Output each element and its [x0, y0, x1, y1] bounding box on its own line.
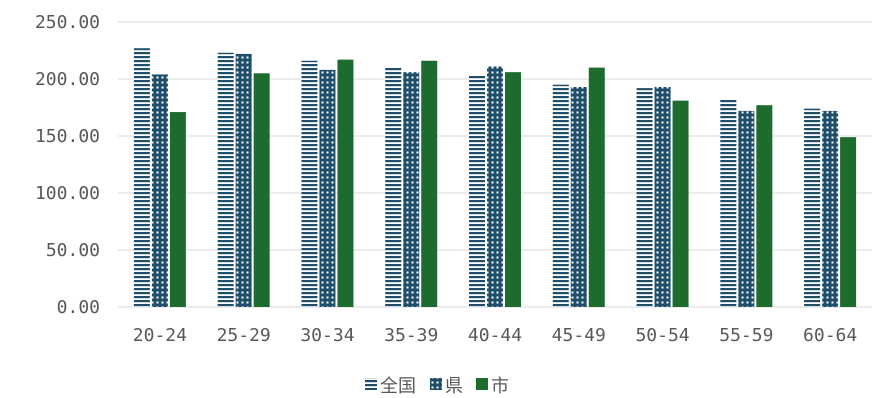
y-tick-label: 100.00	[35, 183, 100, 204]
bar-dotted-40-44	[487, 66, 503, 308]
bar-horizontal-stripes-30-34	[301, 60, 318, 308]
y-tick-label: 0.00	[57, 297, 100, 318]
bar-solid-40-44	[505, 72, 521, 307]
bar-horizontal-stripes-40-44	[469, 75, 485, 307]
y-axis-ticks: 0.00 50.00 100.00 150.00 200.00 250.00	[35, 12, 100, 318]
x-tick-label: 45-49	[552, 325, 606, 346]
bar-solid-60-64	[840, 137, 857, 307]
bar-horizontal-stripes-60-64	[804, 108, 821, 307]
legend-label: 県	[445, 376, 463, 397]
x-tick-label: 30-34	[300, 325, 354, 346]
legend-label: 全国	[380, 376, 416, 397]
x-tick-label: 50-54	[635, 325, 689, 346]
bar-dotted-45-49	[570, 86, 587, 307]
bar-solid-20-24	[169, 112, 186, 307]
x-tick-label: 20-24	[133, 325, 187, 346]
bar-horizontal-stripes-55-59	[720, 99, 737, 308]
bar-dotted-55-59	[738, 110, 755, 307]
x-axis-ticks: 20-24 25-29 30-34 35-39 40-44 45-49 50-54 55-59…	[133, 325, 857, 346]
legend: 全国 県 市	[365, 376, 509, 397]
bar-solid-50-54	[672, 100, 689, 307]
bar-dotted-50-54	[654, 86, 671, 307]
bar-solid-25-29	[253, 73, 270, 307]
legend-label: 市	[491, 376, 509, 397]
bar-solid-30-34	[337, 59, 354, 308]
bar-solid-45-49	[588, 67, 605, 307]
bar-horizontal-stripes-50-54	[636, 88, 653, 308]
bar-horizontal-stripes-20-24	[133, 48, 150, 307]
bar-dotted-60-64	[822, 110, 839, 307]
y-tick-label: 250.00	[35, 12, 100, 33]
x-tick-label: 40-44	[468, 325, 522, 346]
bar-dotted-25-29	[235, 53, 252, 307]
legend-swatch	[430, 378, 442, 390]
bar-dotted-35-39	[403, 72, 420, 307]
bar-horizontal-stripes-25-29	[217, 52, 234, 307]
bar-solid-55-59	[756, 105, 773, 307]
legend-swatch	[476, 378, 488, 390]
y-tick-label: 50.00	[46, 240, 100, 261]
bar-horizontal-stripes-45-49	[552, 84, 569, 307]
legend-swatch	[365, 378, 377, 390]
bars	[133, 48, 857, 308]
y-tick-label: 200.00	[35, 69, 100, 90]
bar-solid-35-39	[421, 60, 438, 308]
x-tick-label: 55-59	[719, 325, 773, 346]
bar-horizontal-stripes-35-39	[385, 66, 402, 308]
bar-dotted-30-34	[319, 69, 336, 307]
y-tick-label: 150.00	[35, 126, 100, 147]
x-tick-label: 35-39	[384, 325, 438, 346]
x-tick-label: 60-64	[803, 325, 857, 346]
x-tick-label: 25-29	[217, 325, 271, 346]
bar-dotted-20-24	[151, 74, 168, 307]
